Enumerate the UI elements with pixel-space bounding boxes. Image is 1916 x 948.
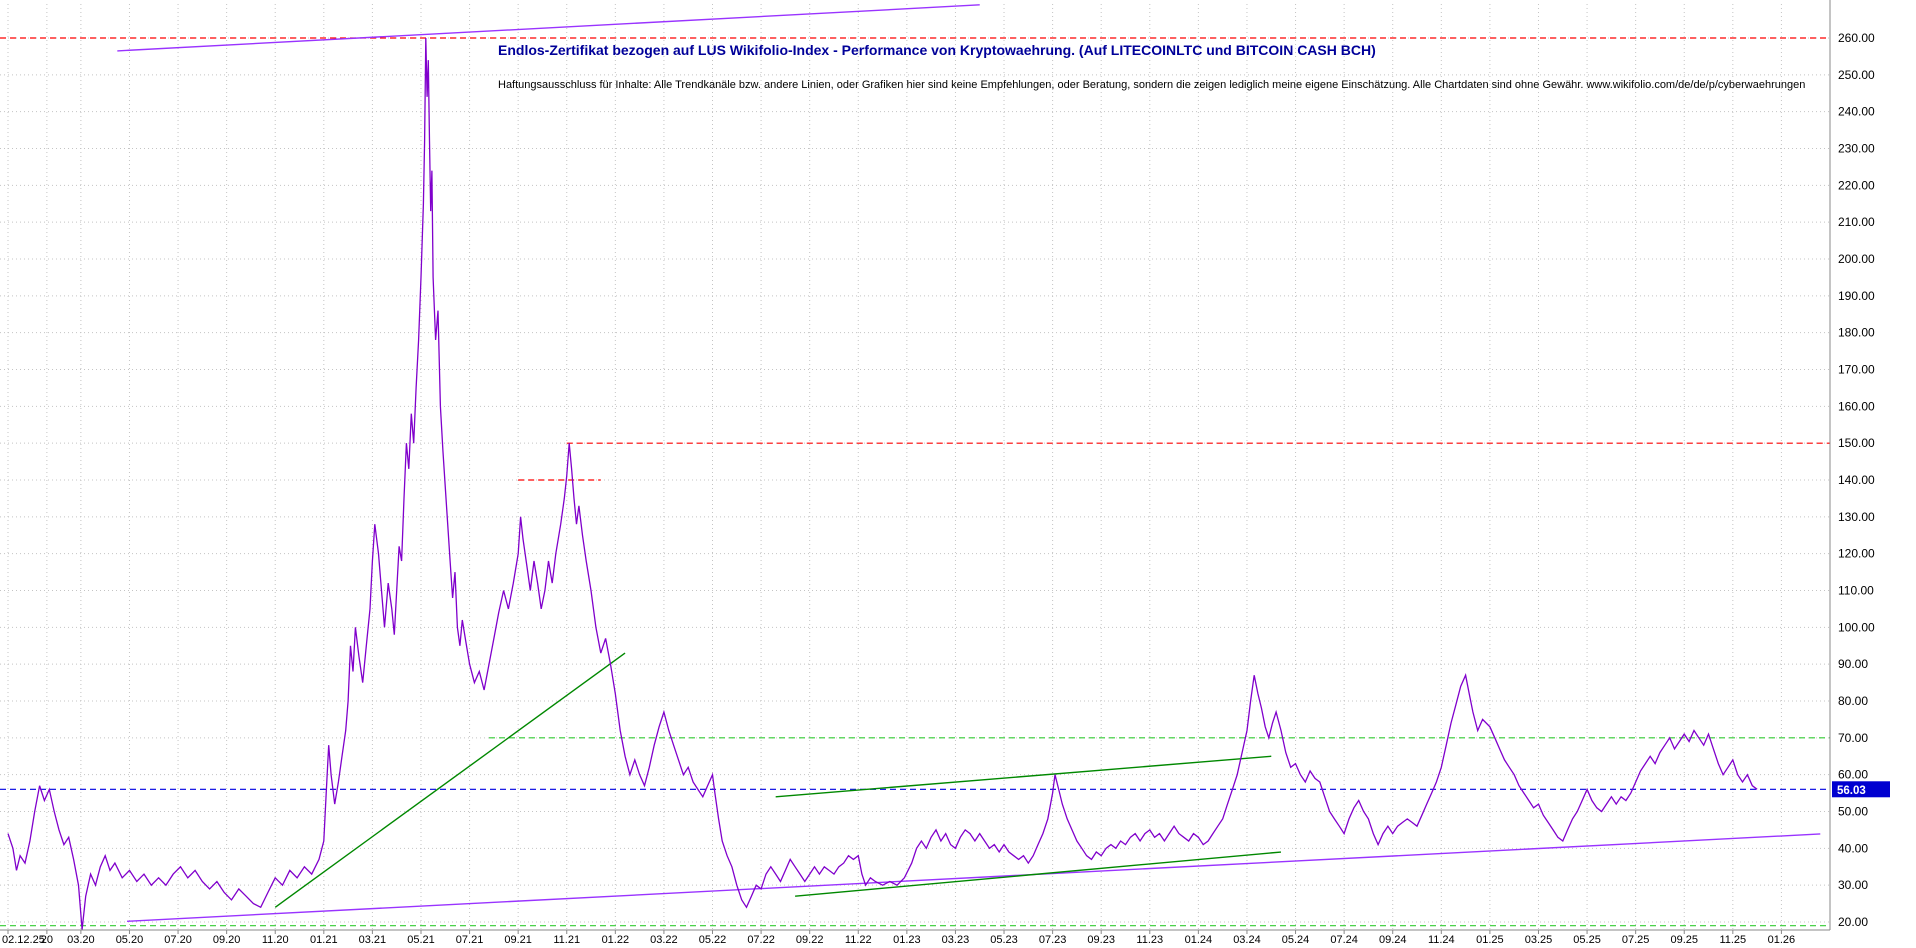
chart-title: Endlos-Zertifikat bezogen auf LUS Wikifo… [498, 42, 1376, 58]
svg-text:01.26: 01.26 [1768, 934, 1796, 946]
svg-text:70.00: 70.00 [1838, 731, 1868, 745]
svg-text:90.00: 90.00 [1838, 657, 1868, 671]
current-price-badge: 56.03 [1832, 781, 1890, 798]
y-axis-labels: 260.00 250.00 240.00 230.00 220.00 210.00 200.… [1829, 0, 1875, 930]
svg-text:120.00: 120.00 [1838, 547, 1875, 561]
svg-text:260.00: 260.00 [1838, 31, 1875, 45]
svg-text:09.21: 09.21 [504, 934, 532, 946]
svg-text:07.22: 07.22 [747, 934, 775, 946]
svg-text:01.25: 01.25 [1476, 934, 1504, 946]
svg-text:170.00: 170.00 [1838, 363, 1875, 377]
svg-text:40.00: 40.00 [1838, 841, 1868, 855]
svg-text:01.23: 01.23 [893, 934, 921, 946]
svg-text:11.22: 11.22 [845, 934, 872, 946]
svg-text:11.20: 11.20 [262, 934, 289, 946]
svg-text:80.00: 80.00 [1838, 694, 1868, 708]
svg-text:05.22: 05.22 [699, 934, 727, 946]
svg-text:01.24: 01.24 [1185, 934, 1213, 946]
svg-text:56.03: 56.03 [1837, 785, 1866, 797]
svg-text:07.23: 07.23 [1039, 934, 1067, 946]
svg-text:07.20: 07.20 [164, 934, 192, 946]
svg-text:20: 20 [41, 934, 53, 946]
svg-text:09.25: 09.25 [1670, 934, 1698, 946]
price-series-path [7, 37, 1758, 930]
svg-text:07.21: 07.21 [456, 934, 484, 946]
svg-text:11.23: 11.23 [1136, 934, 1163, 946]
svg-text:50.00: 50.00 [1838, 805, 1868, 819]
trendlines [117, 4, 1821, 922]
svg-text:180.00: 180.00 [1838, 326, 1875, 340]
svg-text:140.00: 140.00 [1838, 473, 1875, 487]
svg-text:220.00: 220.00 [1838, 178, 1875, 192]
svg-text:07.25: 07.25 [1622, 934, 1650, 946]
svg-text:11.25: 11.25 [1719, 934, 1746, 946]
svg-text:60.00: 60.00 [1838, 768, 1868, 782]
svg-text:150.00: 150.00 [1838, 436, 1875, 450]
svg-text:09.23: 09.23 [1087, 934, 1115, 946]
price-line [7, 37, 1758, 930]
svg-text:05.20: 05.20 [116, 934, 144, 946]
svg-text:05.25: 05.25 [1573, 934, 1601, 946]
svg-text:01.22: 01.22 [602, 934, 630, 946]
svg-text:100.00: 100.00 [1838, 620, 1875, 634]
svg-text:110.00: 110.00 [1838, 584, 1874, 598]
svg-text:11.21: 11.21 [553, 934, 580, 946]
svg-text:05.24: 05.24 [1282, 934, 1310, 946]
svg-text:130.00: 130.00 [1838, 510, 1875, 524]
svg-text:03.20: 03.20 [67, 934, 95, 946]
svg-text:230.00: 230.00 [1838, 142, 1875, 156]
annotation-hlines [0, 37, 1830, 927]
svg-text:03.22: 03.22 [650, 934, 678, 946]
svg-text:160.00: 160.00 [1838, 399, 1875, 413]
svg-text:03.23: 03.23 [942, 934, 970, 946]
svg-text:03.25: 03.25 [1525, 934, 1553, 946]
svg-text:11.24: 11.24 [1428, 934, 1455, 946]
chart-disclaimer: Haftungsausschluss für Inhalte: Alle Tre… [498, 79, 1806, 91]
svg-text:09.24: 09.24 [1379, 934, 1407, 946]
svg-text:09.20: 09.20 [213, 934, 241, 946]
svg-text:09.22: 09.22 [796, 934, 824, 946]
svg-text:03.24: 03.24 [1233, 934, 1261, 946]
svg-text:07.24: 07.24 [1330, 934, 1358, 946]
svg-text:190.00: 190.00 [1838, 289, 1875, 303]
svg-text:01.21: 01.21 [310, 934, 338, 946]
svg-text:05.23: 05.23 [990, 934, 1018, 946]
svg-text:200.00: 200.00 [1838, 252, 1875, 266]
svg-text:05.21: 05.21 [407, 934, 435, 946]
svg-text:240.00: 240.00 [1838, 105, 1875, 119]
svg-text:30.00: 30.00 [1838, 878, 1868, 892]
grid [0, 4, 1830, 930]
svg-text:20.00: 20.00 [1838, 915, 1868, 929]
svg-text:03.21: 03.21 [359, 934, 387, 946]
svg-text:02.12.25: 02.12.25 [2, 934, 45, 946]
svg-text:210.00: 210.00 [1838, 215, 1875, 229]
svg-text:250.00: 250.00 [1838, 68, 1875, 82]
